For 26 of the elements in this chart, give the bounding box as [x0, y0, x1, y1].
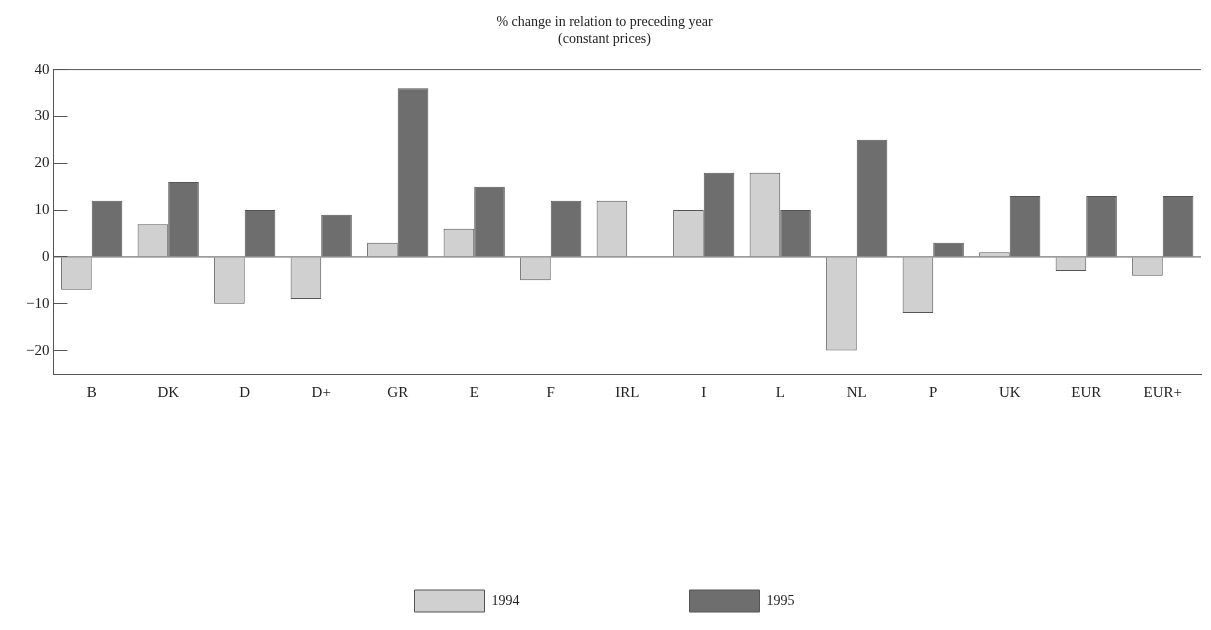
- y-tick-label: 30: [34, 107, 50, 124]
- x-tick-label: DK: [157, 383, 180, 400]
- x-tick-label: I: [701, 383, 707, 400]
- x-tick-label: D+: [311, 383, 331, 400]
- legend-label: 1994: [491, 592, 520, 608]
- x-tick-label: D: [239, 383, 251, 400]
- x-tick-label: L: [775, 383, 785, 400]
- x-tick-label: EUR+: [1143, 383, 1182, 400]
- legend-label: 1995: [766, 592, 795, 608]
- y-tick-label: 0: [41, 247, 50, 264]
- x-tick-label: E: [469, 383, 479, 400]
- x-tick-label: NL: [846, 383, 867, 400]
- y-tick-label: 10: [34, 201, 50, 218]
- x-tick-label: UK: [998, 383, 1021, 400]
- chart-title: % change in relation to preceding year: [496, 14, 713, 30]
- x-tick-label: IRL: [615, 383, 640, 400]
- y-tick-label: −10: [25, 294, 50, 311]
- y-tick-label: 20: [34, 154, 50, 171]
- chart-subtitle: (constant prices): [558, 30, 652, 47]
- x-tick-label: F: [546, 383, 555, 400]
- x-tick-label: P: [929, 383, 938, 400]
- y-tick-label: −20: [25, 341, 50, 358]
- x-tick-label: B: [86, 383, 97, 400]
- x-tick-label: EUR: [1071, 383, 1102, 400]
- x-tick-label: GR: [387, 383, 409, 400]
- y-tick-label: 40: [34, 60, 50, 77]
